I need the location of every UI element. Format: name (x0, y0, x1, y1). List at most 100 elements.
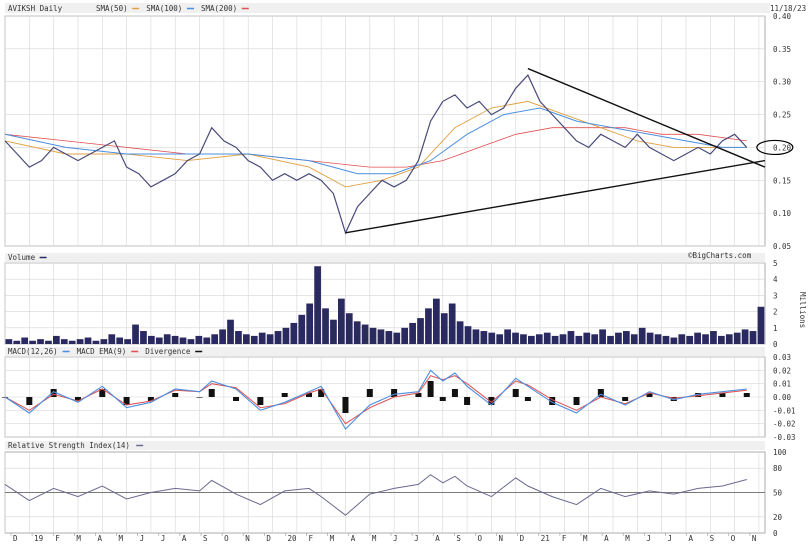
price-tick-label: 0.35 (773, 45, 791, 54)
divergence-bar (597, 389, 604, 397)
volume-bar (520, 334, 527, 344)
volume-bar (282, 327, 290, 344)
macd-legend-label: MACD(12,26) (8, 347, 58, 356)
price-panel: 0.40 0.35 0.30 0.25 0.20 0.15 0.10 0.05 SMA(50) S… (4, 4, 794, 251)
volume-bar (725, 334, 733, 344)
volume-bar (733, 332, 741, 344)
volume-bar (654, 334, 662, 344)
volume-bar (409, 322, 416, 344)
volume-bar (369, 327, 377, 344)
price-tick-label: 0.30 (773, 78, 792, 87)
macd-tick-label: -0.02 (773, 420, 796, 429)
volume-bar (100, 339, 108, 344)
volume-bar (480, 331, 488, 344)
volume-bar (607, 335, 614, 344)
x-tick-label: 20 (287, 534, 297, 543)
volume-bar (195, 335, 203, 344)
volume-bar (37, 339, 44, 344)
divergence-bar (147, 397, 154, 401)
volume-header (5, 253, 765, 262)
volume-bar (45, 340, 52, 344)
x-tick-label: J (646, 534, 651, 543)
divergence-bar (670, 397, 677, 401)
divergence-bar (549, 397, 556, 405)
volume-panel-frame (4, 262, 766, 345)
volume-bar (741, 329, 749, 344)
x-tick-label: O (224, 534, 229, 543)
volume-bar (21, 337, 29, 344)
x-tick-label: F (55, 534, 60, 543)
volume-bar (583, 332, 591, 344)
volume-bar (5, 339, 13, 344)
volume-bar (551, 335, 559, 344)
divergence-bar (622, 397, 629, 401)
volume-bar (464, 326, 472, 344)
divergence-bar (464, 397, 471, 405)
rsi-legend-label: Relative Strength Index(14) (8, 441, 130, 450)
volume-bar (615, 332, 622, 344)
volume-bar (535, 334, 543, 344)
sma100-line (4, 107, 747, 175)
volume-bar (377, 329, 385, 344)
volume-bar (638, 327, 646, 344)
volume-bar (60, 339, 68, 344)
volume-bar (171, 335, 179, 344)
volume-bar (92, 340, 100, 344)
price-tick-label: 0.05 (773, 242, 791, 251)
volume-bar (401, 327, 409, 344)
volume-bar (504, 329, 511, 344)
chart-symbol-label: AVIKSH Daily (8, 4, 63, 13)
macd-tick-label: 0.02 (773, 366, 791, 375)
volume-bar (433, 298, 440, 344)
divergence-bar (451, 389, 458, 397)
x-tick-label: J (667, 534, 672, 543)
rsi-header (5, 441, 765, 450)
x-tick-label: F (562, 534, 567, 543)
volume-bar (512, 332, 519, 344)
volume-bar (393, 332, 401, 344)
divergence-bar (196, 397, 203, 398)
volume-bar (187, 339, 195, 344)
x-tick-label: 21 (541, 534, 550, 543)
volume-bar (219, 329, 226, 344)
x-tick-label: A (689, 534, 694, 543)
macd-tick-label: -0.03 (773, 433, 796, 442)
x-tick-label: J (161, 534, 166, 543)
volume-bar (258, 332, 266, 344)
divergence-bar (50, 389, 57, 397)
x-tick-label: D (520, 534, 525, 543)
divergence-bar (439, 397, 446, 401)
volume-tick-label: 4 (773, 275, 778, 284)
divergence-bar (743, 393, 750, 397)
x-tick-label: N (499, 534, 504, 543)
x-tick-label: A (435, 534, 440, 543)
volume-bar (163, 334, 171, 344)
volume-bar (298, 314, 306, 344)
volume-tick-label: 1 (773, 324, 778, 333)
x-tick-label: F (309, 534, 314, 543)
trend-line (345, 159, 766, 234)
divergence-bar (488, 397, 495, 405)
volume-bar (274, 331, 282, 344)
divergence-bar (208, 389, 215, 397)
volume-bar (528, 335, 535, 344)
volume-bar (243, 334, 250, 344)
price-legend-label: SMA(200) (201, 4, 237, 13)
price-legend-label: SMA(100) (146, 4, 182, 13)
divergence-bar (695, 393, 702, 397)
volume-bar (132, 324, 139, 344)
volume-bar (496, 334, 504, 344)
x-tick-label: S (456, 534, 461, 543)
divergence-bar (26, 397, 33, 405)
volume-bar (543, 332, 551, 344)
x-tick-label: J (140, 534, 145, 543)
price-panel-frame (4, 15, 766, 247)
x-tick-label: M (76, 534, 81, 543)
x-tick-label: A (182, 534, 187, 543)
divergence-bar (99, 389, 106, 397)
x-tick-label: D (266, 534, 271, 543)
volume-tick-label: 2 (773, 308, 778, 317)
volume-bar (686, 335, 694, 344)
volume-bar (670, 337, 678, 344)
divergence-bar (719, 393, 726, 397)
